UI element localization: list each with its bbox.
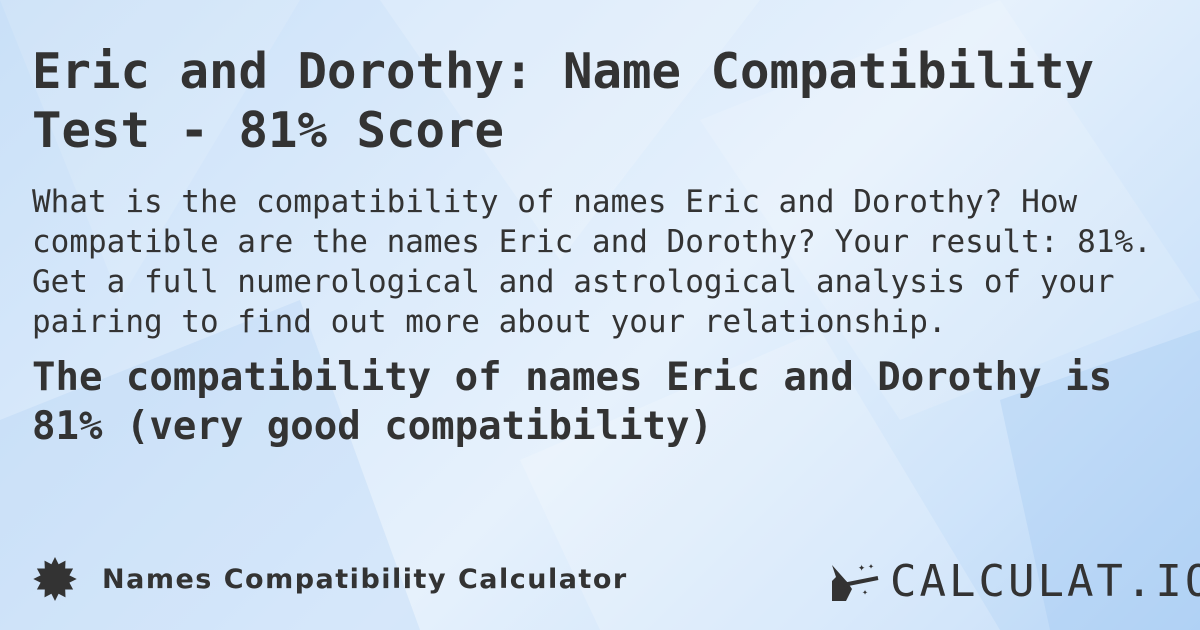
footer: Names Compatibility Calculator: [32, 556, 628, 602]
magic-hand-icon: ✦ ✦ ✦: [832, 560, 879, 601]
svg-text:✦: ✦: [868, 561, 874, 572]
description: What is the compatibility of names Eric …: [32, 184, 1152, 340]
calculat-io-logo[interactable]: ✦ ✦ ✦ CALCULAT.IO: [828, 556, 1200, 607]
logo-text: CALCULAT.IO: [890, 556, 1200, 607]
result-text: The compatibility of names Eric and Doro…: [32, 355, 1113, 449]
page-title: Eric and Dorothy: Name Compatibility Tes…: [32, 43, 1095, 159]
calculator-name: Names Compatibility Calculator: [102, 563, 628, 595]
svg-text:✦: ✦: [862, 587, 868, 598]
badge-icon: [33, 557, 77, 601]
svg-text:✦: ✦: [858, 560, 865, 574]
